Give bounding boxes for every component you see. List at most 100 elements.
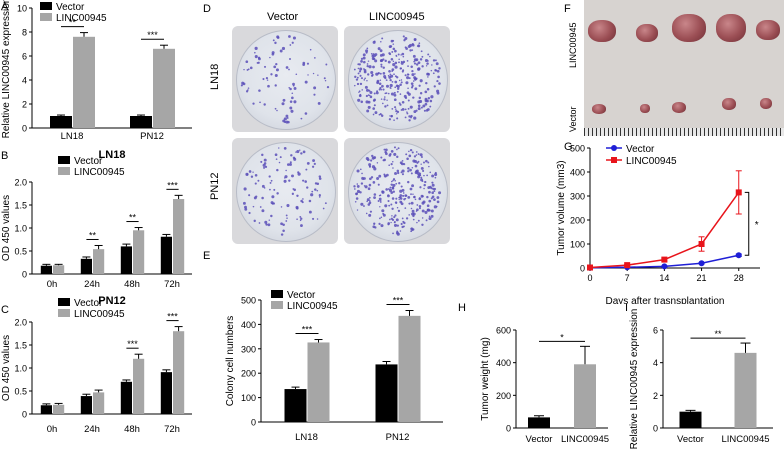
colony-dot (435, 62, 439, 66)
colony-dot (390, 221, 392, 224)
colony-dot (384, 204, 388, 208)
colony-dot (413, 155, 417, 158)
colony-dot (299, 215, 302, 218)
x-tick-label: 21 (697, 273, 707, 283)
colony-dot (289, 106, 293, 110)
panel-label-e: E (203, 250, 211, 262)
colony-dot (386, 99, 388, 101)
colony-dot (286, 217, 288, 219)
colony-dot (435, 69, 438, 72)
colony-dot (395, 197, 398, 200)
colony-dot (387, 60, 391, 64)
bar (73, 36, 95, 128)
colony-dot (372, 181, 376, 184)
colony-dot (378, 113, 381, 116)
colony-dot (381, 102, 384, 105)
chart-a-lincrna-expression: 0 2 4 6 8 10 Relative LINC00945 expression LN18… (1, 0, 192, 142)
colony-dot (405, 194, 408, 197)
colony-dot (289, 161, 292, 164)
colony-dot (291, 41, 294, 44)
y-tick-label: 200 (496, 391, 511, 401)
colony-dot (288, 87, 290, 89)
colony-dot (436, 200, 440, 204)
colony-dot (254, 51, 256, 54)
colony-dot (259, 206, 262, 208)
legend-label: LINC00945 (287, 301, 338, 312)
colony-dot (367, 105, 371, 109)
chart-h-tumor-weight: 0 200 400 600 Tumor weight (mg) Vector LINC009… (480, 326, 609, 446)
colony-dot (407, 170, 410, 173)
colony-dot (416, 169, 419, 173)
tumor-linc-2 (636, 24, 658, 42)
colony-dot (401, 173, 404, 176)
colony-dot (381, 190, 385, 194)
colony-dot (404, 116, 407, 119)
colony-dot (356, 209, 359, 211)
colony-dot (402, 69, 405, 72)
colony-dot (272, 39, 275, 42)
colony-dot (279, 49, 283, 53)
colony-dot (374, 59, 378, 63)
colony-dot (414, 87, 418, 91)
colony-dot (254, 46, 258, 50)
colony-dot (393, 146, 396, 149)
colony-dot (376, 79, 380, 83)
y-tick-label: 100 (570, 240, 585, 250)
colony-dot (390, 39, 394, 43)
colony-dot (240, 84, 243, 87)
legend-label: Vector (287, 290, 316, 301)
colony-dot (366, 65, 369, 68)
colony-dot (382, 159, 385, 162)
colony-dot (417, 153, 420, 155)
colony-dot (421, 217, 424, 219)
colony-dot (412, 54, 416, 58)
colony-dot (391, 197, 395, 200)
colony-dot (372, 107, 375, 110)
chart-title: LN18 (99, 149, 126, 161)
x-tick-label: Vector (526, 434, 553, 445)
colony-dot (391, 80, 394, 83)
colony-dot (385, 84, 390, 88)
colony-dot (360, 57, 364, 60)
x-tick-label: 14 (659, 273, 669, 283)
colony-dot (392, 190, 395, 193)
colony-dot (399, 230, 402, 232)
colony-dot (392, 43, 395, 45)
colony-dot (364, 77, 366, 80)
colony-dot (286, 117, 289, 119)
colony-dot (429, 99, 433, 103)
colony-dot (382, 88, 385, 91)
y-axis-label: Tumor weight (mg) (480, 337, 491, 421)
colony-dot (428, 165, 430, 168)
colony-dot (413, 37, 417, 41)
colony-dot (409, 168, 412, 172)
y-tick-label: 200 (241, 369, 256, 379)
colony-dot (359, 67, 363, 71)
colony-dot (411, 212, 415, 216)
colony-dot (373, 98, 376, 102)
photo-ruler (584, 128, 784, 136)
data-point (698, 260, 705, 267)
colony-dot (314, 57, 316, 59)
colony-dot (354, 188, 356, 190)
colony-dot (428, 190, 431, 194)
colony-dot (286, 203, 290, 208)
bar (173, 199, 185, 274)
colony-dot (254, 55, 258, 59)
colony-dot (278, 147, 280, 149)
colony-dot (292, 84, 295, 87)
colony-dot (438, 82, 441, 85)
colony-dot (402, 162, 406, 166)
colony-dot (384, 59, 387, 63)
colony-dot (262, 163, 266, 167)
colony-dot (257, 179, 260, 182)
colony-dot (397, 53, 400, 56)
colony-dot (309, 48, 312, 51)
colony-dot (288, 68, 290, 71)
colony-dot (419, 174, 422, 177)
colony-dot (400, 185, 403, 188)
colony-dot (296, 207, 299, 210)
colony-dot (393, 73, 395, 76)
colony-dot (274, 153, 278, 157)
y-axis-label: Tumor volume (mm3) (556, 160, 567, 255)
